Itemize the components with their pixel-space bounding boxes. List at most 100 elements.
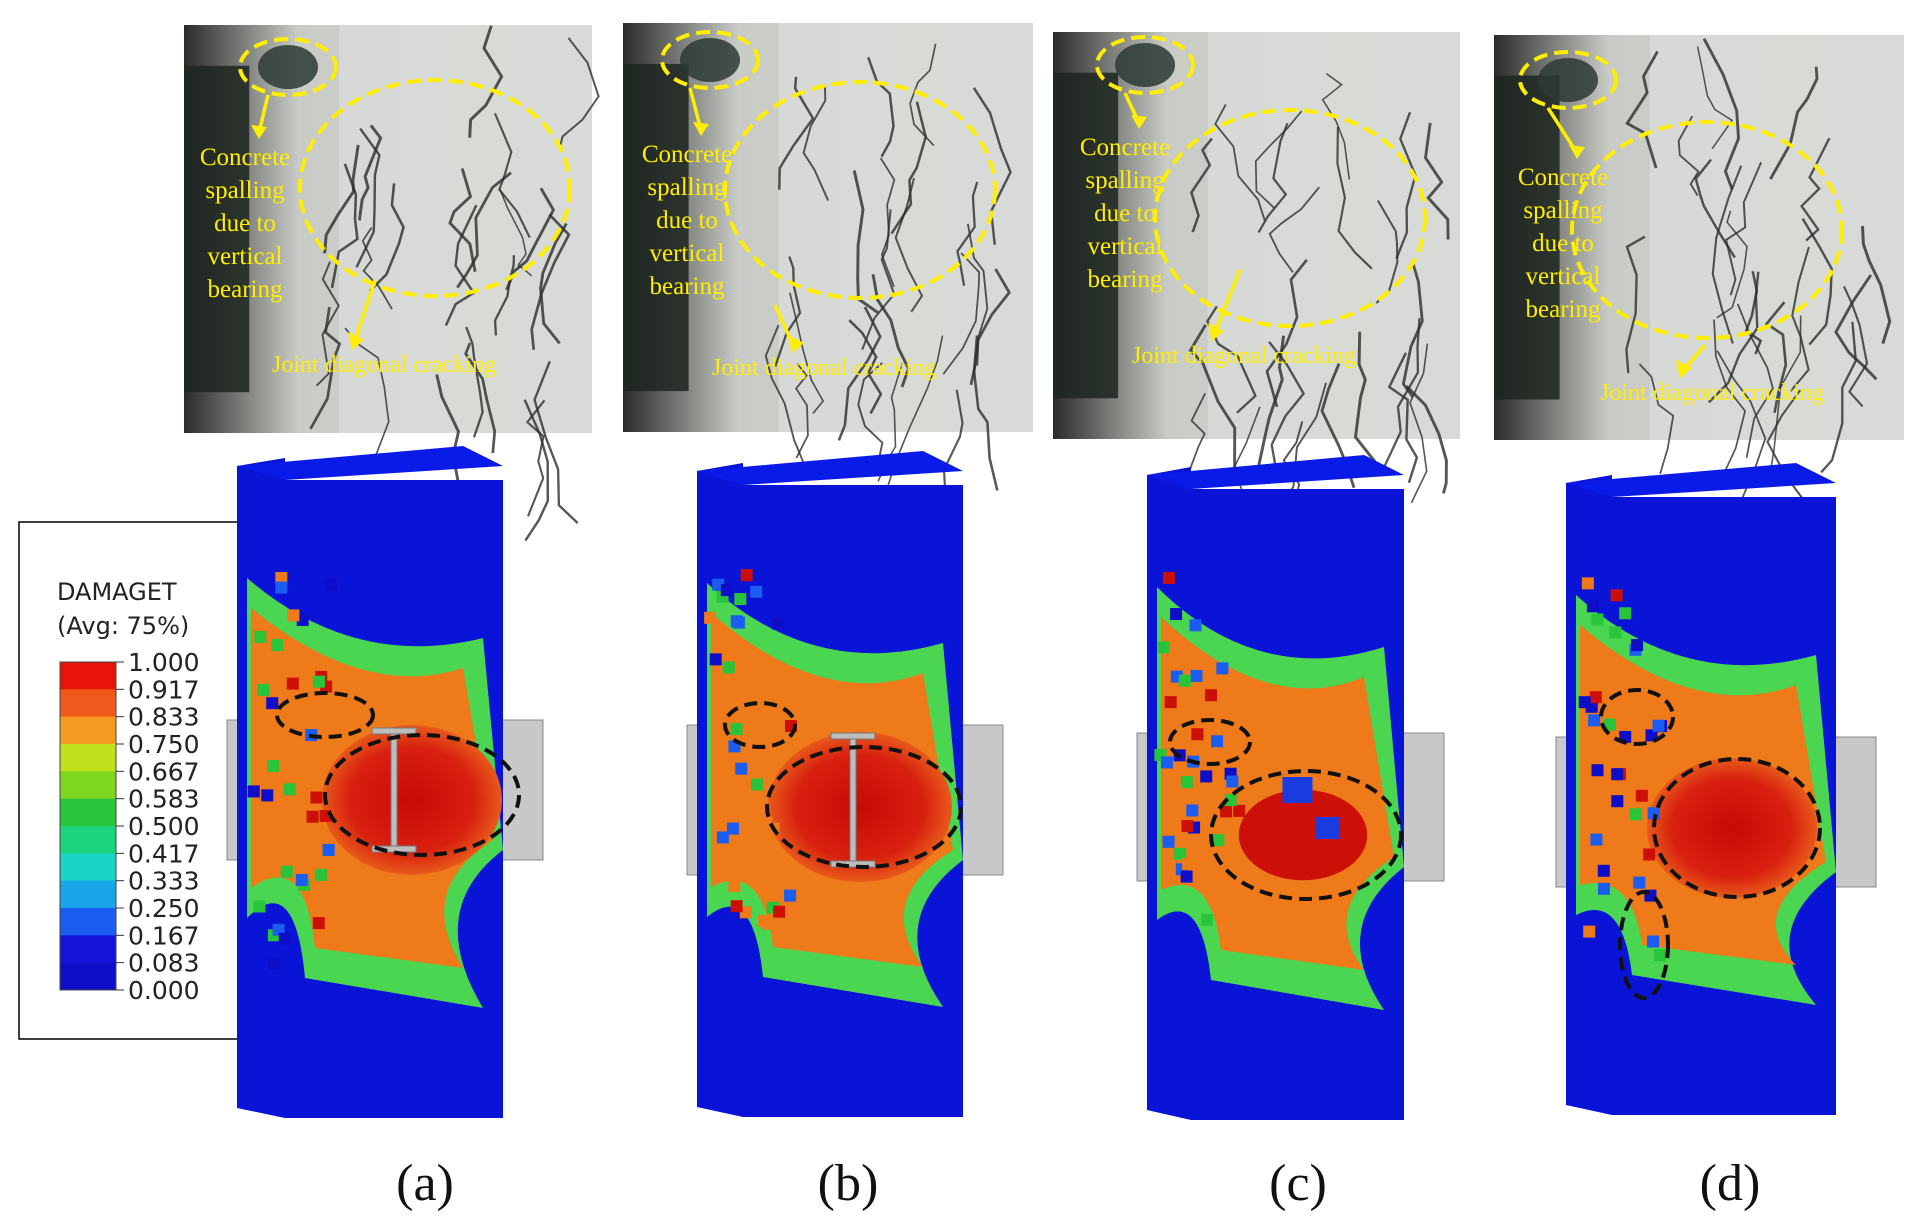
- damage-cell: [1588, 714, 1601, 727]
- steel-web: [390, 729, 398, 851]
- cracking-label: Joint diagonal cracking: [1600, 380, 1824, 406]
- legend-value: 0.833: [128, 703, 200, 732]
- crack-line: [1768, 315, 1802, 481]
- spalling-label: vertical: [208, 243, 283, 270]
- damage-cell: [1589, 691, 1602, 704]
- legend-value: 0.667: [128, 757, 200, 786]
- crack-line: [1424, 122, 1450, 240]
- crack-line: [1834, 274, 1878, 381]
- damage-cell: [325, 578, 338, 591]
- damage-cell: [1603, 718, 1616, 731]
- damage-cell: [1630, 808, 1643, 821]
- crack-line: [1190, 137, 1213, 233]
- damage-cell: [266, 697, 279, 710]
- spalling-label: spalling: [1523, 197, 1603, 224]
- damage-cell: [287, 609, 300, 622]
- legend-swatch: [60, 798, 116, 827]
- crack-line: [448, 168, 477, 273]
- damage-cell: [1591, 764, 1604, 777]
- crack-line: [1638, 363, 1675, 475]
- damage-cell: [730, 900, 743, 913]
- damage-cell: [1591, 613, 1604, 626]
- damage-cell: [1583, 925, 1596, 938]
- crack-line: [764, 324, 807, 469]
- crack-line: [972, 335, 999, 491]
- crack-line: [1321, 72, 1351, 180]
- cracking-label: Joint diagonal cracking: [1132, 343, 1356, 369]
- damage-cell: [1190, 669, 1203, 682]
- damage-cell: [271, 639, 284, 652]
- crack-line: [465, 326, 484, 438]
- damage-cell: [1160, 756, 1173, 769]
- spalling-label: bearing: [650, 273, 725, 300]
- damage-cell: [730, 853, 743, 866]
- damage-cell: [1162, 571, 1175, 584]
- damage-cell: [739, 906, 752, 919]
- crack-line: [1268, 186, 1320, 273]
- damage-cell: [726, 822, 739, 835]
- damage-cell: [1186, 804, 1199, 817]
- legend-swatch: [60, 935, 116, 964]
- legend-swatch: [60, 771, 116, 800]
- crack-line: [1254, 110, 1303, 209]
- damage-cell: [1233, 804, 1246, 817]
- crack-line: [802, 86, 830, 201]
- damage-cell: [254, 630, 267, 643]
- crack-line: [1702, 38, 1740, 190]
- damage-cell: [786, 936, 799, 949]
- damage-cell: [1200, 770, 1213, 783]
- specimen-photo: Concrete spalling due to vertical bearing Joi…: [184, 25, 600, 542]
- damage-cell: [1191, 728, 1204, 741]
- damage-cell: [750, 585, 763, 598]
- crack-line: [1769, 66, 1819, 180]
- damage-marker: [1618, 890, 1670, 1000]
- damage-cell: [283, 783, 296, 796]
- damage-cell: [314, 748, 327, 761]
- spalling-marker: [1518, 50, 1618, 110]
- damage-cell: [261, 789, 274, 802]
- legend-swatch: [60, 908, 116, 936]
- crack-line: [1395, 111, 1417, 260]
- crack-line: [909, 43, 937, 147]
- specimen-photo: Concrete spalling due to vertical bearing Joi…: [623, 23, 1033, 505]
- crack-line: [1214, 103, 1266, 221]
- panel-labels: (a) (b) (c) (d): [396, 1155, 1760, 1212]
- damage-cell: [750, 778, 763, 791]
- legend-value: 0.500: [128, 812, 200, 841]
- damage-cell: [1164, 696, 1177, 709]
- fe-models: [226, 446, 1877, 1120]
- spalling-label: due to: [214, 210, 276, 237]
- legend-subtitle: (Avg: 75%): [57, 612, 189, 640]
- damage-cell: [1189, 619, 1202, 632]
- damage-cell: [1182, 858, 1195, 871]
- damage-cell: [773, 905, 786, 918]
- damage-cell: [1590, 833, 1603, 846]
- damage-cell: [1581, 577, 1594, 590]
- damage-cell: [722, 661, 735, 674]
- damage-cell: [316, 704, 329, 717]
- damage-cell: [1611, 768, 1624, 781]
- legend-value: 0.917: [128, 675, 200, 704]
- legend-title: DAMAGET: [57, 578, 177, 606]
- spalling-label: due to: [656, 207, 718, 234]
- legend-color-bar: [59, 661, 117, 991]
- crack-line: [852, 170, 879, 314]
- spalling-label: vertical: [650, 240, 725, 267]
- crack-line: [523, 399, 550, 542]
- crack-line: [525, 399, 546, 517]
- column-top-face: [1566, 463, 1836, 497]
- crack-line: [942, 252, 980, 375]
- damage-cell: [1631, 639, 1644, 652]
- crack-line: [1265, 258, 1308, 408]
- crack-line: [1861, 226, 1892, 345]
- crack-line: [857, 362, 884, 476]
- damage-cell: [1647, 935, 1660, 948]
- damage-cell: [278, 932, 291, 945]
- damage-cell: [312, 917, 325, 930]
- damage-cell: [1200, 913, 1213, 926]
- crack-line: [456, 171, 512, 289]
- panel-label: (b): [818, 1155, 879, 1212]
- spalling-label: due to: [1532, 230, 1594, 257]
- crack-line: [956, 181, 979, 286]
